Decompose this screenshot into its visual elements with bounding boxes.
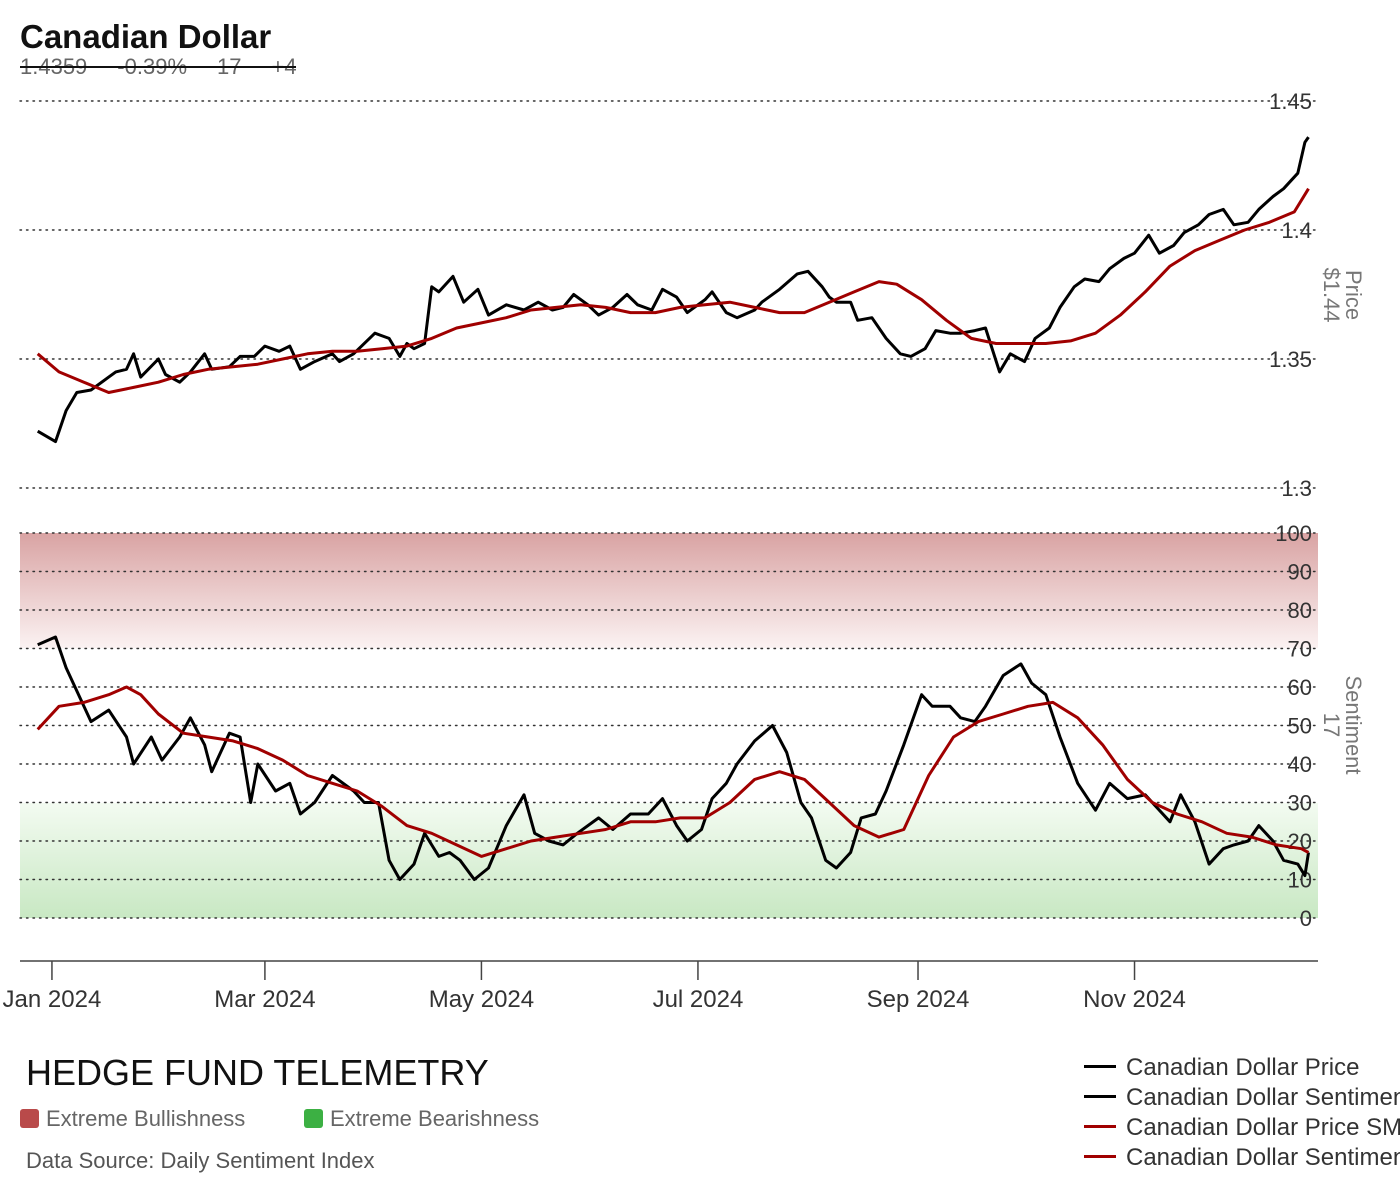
price-axis-label: Price bbox=[1341, 270, 1366, 320]
header-stats: 1.4359 -0.39% 17 +4 bbox=[20, 54, 297, 80]
legend: Canadian Dollar Price Canadian Dollar Se… bbox=[1084, 1054, 1400, 1174]
legend-label: Canadian Dollar Price bbox=[1126, 1054, 1360, 1081]
extreme-bullish-zone bbox=[20, 533, 1318, 648]
legend-line-icon bbox=[1084, 1125, 1116, 1128]
canadian-dollar-price-line bbox=[36, 136, 1310, 444]
zone-key-bullish: Extreme Bullishness bbox=[20, 1106, 245, 1132]
canadian-dollar-sentiment-sma-line bbox=[36, 685, 1310, 858]
x-tick-label: Sep 2024 bbox=[867, 986, 970, 1013]
x-tick-label: May 2024 bbox=[429, 986, 534, 1013]
legend-item[interactable]: Canadian Dollar Price SMA bbox=[1084, 1114, 1400, 1144]
y-tick-label: 0 bbox=[1300, 906, 1312, 931]
canadian-dollar-sentiment-line bbox=[37, 635, 1310, 881]
y-tick-label: 90 bbox=[1288, 560, 1312, 585]
sentiment-axis-label: Sentiment bbox=[1341, 675, 1366, 774]
sentiment-axis-title: Sentiment 17 bbox=[1319, 675, 1366, 774]
canadian-dollar-price-sma-line bbox=[36, 187, 1310, 394]
x-tick-label: Jan 2024 bbox=[3, 986, 102, 1013]
bullish-swatch bbox=[20, 1109, 39, 1128]
y-tick-label: 80 bbox=[1288, 598, 1312, 623]
x-axis: Jan 2024 Mar 2024 May 2024 Jul 2024 Sep 2024… bbox=[3, 960, 1318, 1013]
legend-item[interactable]: Canadian Dollar Price bbox=[1084, 1054, 1400, 1084]
data-source: Data Source: Daily Sentiment Index bbox=[26, 1148, 375, 1173]
y-tick-label: 1.35 bbox=[1269, 347, 1312, 372]
y-tick-label: 1.4 bbox=[1281, 218, 1312, 243]
y-tick-label: 60 bbox=[1288, 675, 1312, 700]
series-lines bbox=[36, 136, 1310, 881]
y-tick-label: 40 bbox=[1288, 752, 1312, 777]
x-tick-label: Nov 2024 bbox=[1083, 986, 1186, 1013]
y-tick-label: 1.3 bbox=[1281, 476, 1312, 501]
y-tick-label: 1.45 bbox=[1269, 89, 1312, 114]
bullish-label: Extreme Bullishness bbox=[46, 1106, 246, 1131]
legend-item[interactable]: Canadian Dollar Sentiment bbox=[1084, 1084, 1400, 1114]
price-axis-value: $1.44 bbox=[1319, 267, 1344, 322]
legend-label: Canadian Dollar Price SMA bbox=[1126, 1114, 1400, 1141]
bearish-label: Extreme Bearishness bbox=[330, 1106, 540, 1131]
y-tick-label: 70 bbox=[1288, 637, 1312, 662]
legend-line-icon bbox=[1084, 1095, 1116, 1098]
legend-item[interactable]: Canadian Dollar Sentiment SMA bbox=[1084, 1144, 1400, 1174]
legend-line-icon bbox=[1084, 1065, 1116, 1068]
y-tick-label: 100 bbox=[1275, 521, 1312, 546]
zone-key-bearish: Extreme Bearishness bbox=[304, 1106, 539, 1132]
strike-line bbox=[20, 66, 296, 68]
y-tick-label: 50 bbox=[1288, 714, 1312, 739]
legend-line-icon bbox=[1084, 1155, 1116, 1158]
x-tick-label: Mar 2024 bbox=[214, 986, 315, 1013]
legend-label: Canadian Dollar Sentiment SMA bbox=[1126, 1144, 1400, 1171]
brand-name: HEDGE FUND TELEMETRY bbox=[26, 1052, 489, 1093]
y-tick-label: 20 bbox=[1288, 829, 1312, 854]
sentiment-axis-value: 17 bbox=[1319, 713, 1344, 737]
price-axis-title: Price $1.44 bbox=[1319, 267, 1366, 322]
y-tick-label: 10 bbox=[1288, 868, 1312, 893]
legend-label: Canadian Dollar Sentiment bbox=[1126, 1084, 1400, 1111]
extreme-bearish-zone bbox=[20, 803, 1318, 918]
bearish-swatch bbox=[304, 1109, 323, 1128]
y-tick-label: 30 bbox=[1288, 791, 1312, 816]
chart-title: Canadian Dollar bbox=[20, 18, 272, 55]
x-tick-label: Jul 2024 bbox=[653, 986, 744, 1013]
